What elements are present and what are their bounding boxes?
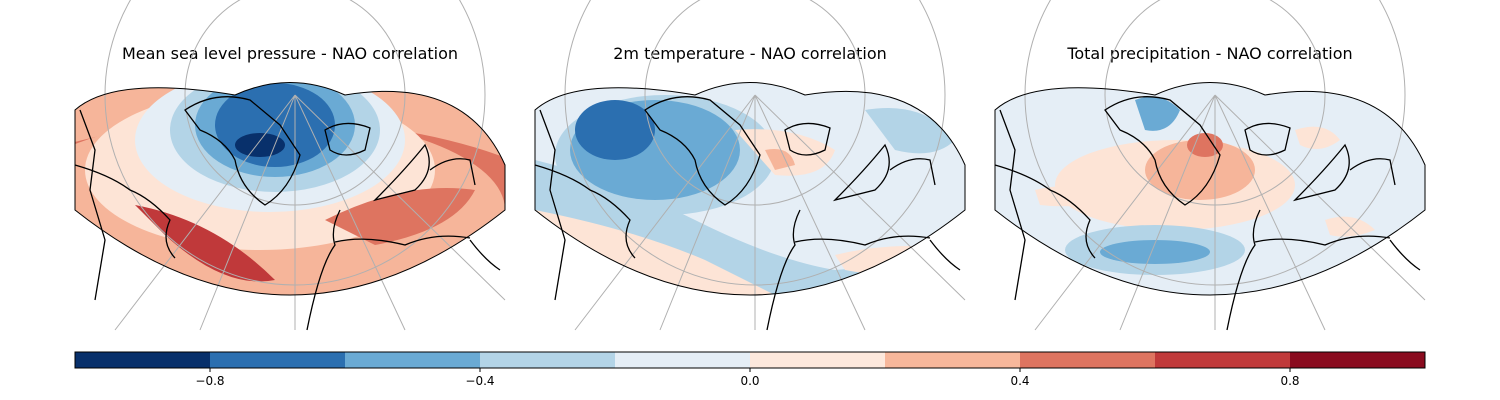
mslp-graticule (104, 0, 506, 331)
precip-coastlines (994, 96, 1421, 331)
colorbar-segment (1155, 352, 1291, 368)
panel-title-precip: Total precipitation - NAO correlation (1067, 44, 1353, 63)
mslp-correlation-field (75, 82, 505, 295)
colorbar-segment (1020, 352, 1156, 368)
colorbar-tick-label: 0.4 (1010, 374, 1029, 388)
colorbar-tick-label: 0.0 (740, 374, 759, 388)
t2m-correlation-field (535, 82, 965, 295)
mslp-map-frame (74, 82, 506, 296)
colorbar-segment (75, 352, 211, 368)
map-panel-precip (994, 0, 1426, 331)
colorbar-segment (750, 352, 886, 368)
t2m-coastlines (534, 96, 961, 331)
colorbar-segment (210, 352, 346, 368)
panel-title-mslp: Mean sea level pressure - NAO correlatio… (121, 44, 459, 63)
colorbar-tick-label: −0.8 (195, 374, 224, 388)
colorbar-segment (615, 352, 751, 368)
precip-map-frame (994, 82, 1426, 296)
colorbar-segment (345, 352, 481, 368)
colorbar-tick-label: 0.8 (1280, 374, 1299, 388)
precip-graticule (1024, 0, 1426, 331)
colorbar-segment (1290, 352, 1426, 368)
t2m-graticule (564, 0, 966, 331)
t2m-map-frame (534, 82, 966, 296)
colorbar-segment (885, 352, 1021, 368)
precip-correlation-field (995, 82, 1425, 295)
colorbar-tick-label: −0.4 (465, 374, 494, 388)
map-panel-mslp (74, 0, 506, 331)
colorbar-segment (480, 352, 616, 368)
map-panel-t2m (534, 0, 966, 331)
colorbar: −0.8 −0.4 0.0 0.4 0.8 (74, 351, 1426, 388)
mslp-coastlines (74, 96, 501, 331)
panel-title-t2m: 2m temperature - NAO correlation (613, 44, 887, 63)
